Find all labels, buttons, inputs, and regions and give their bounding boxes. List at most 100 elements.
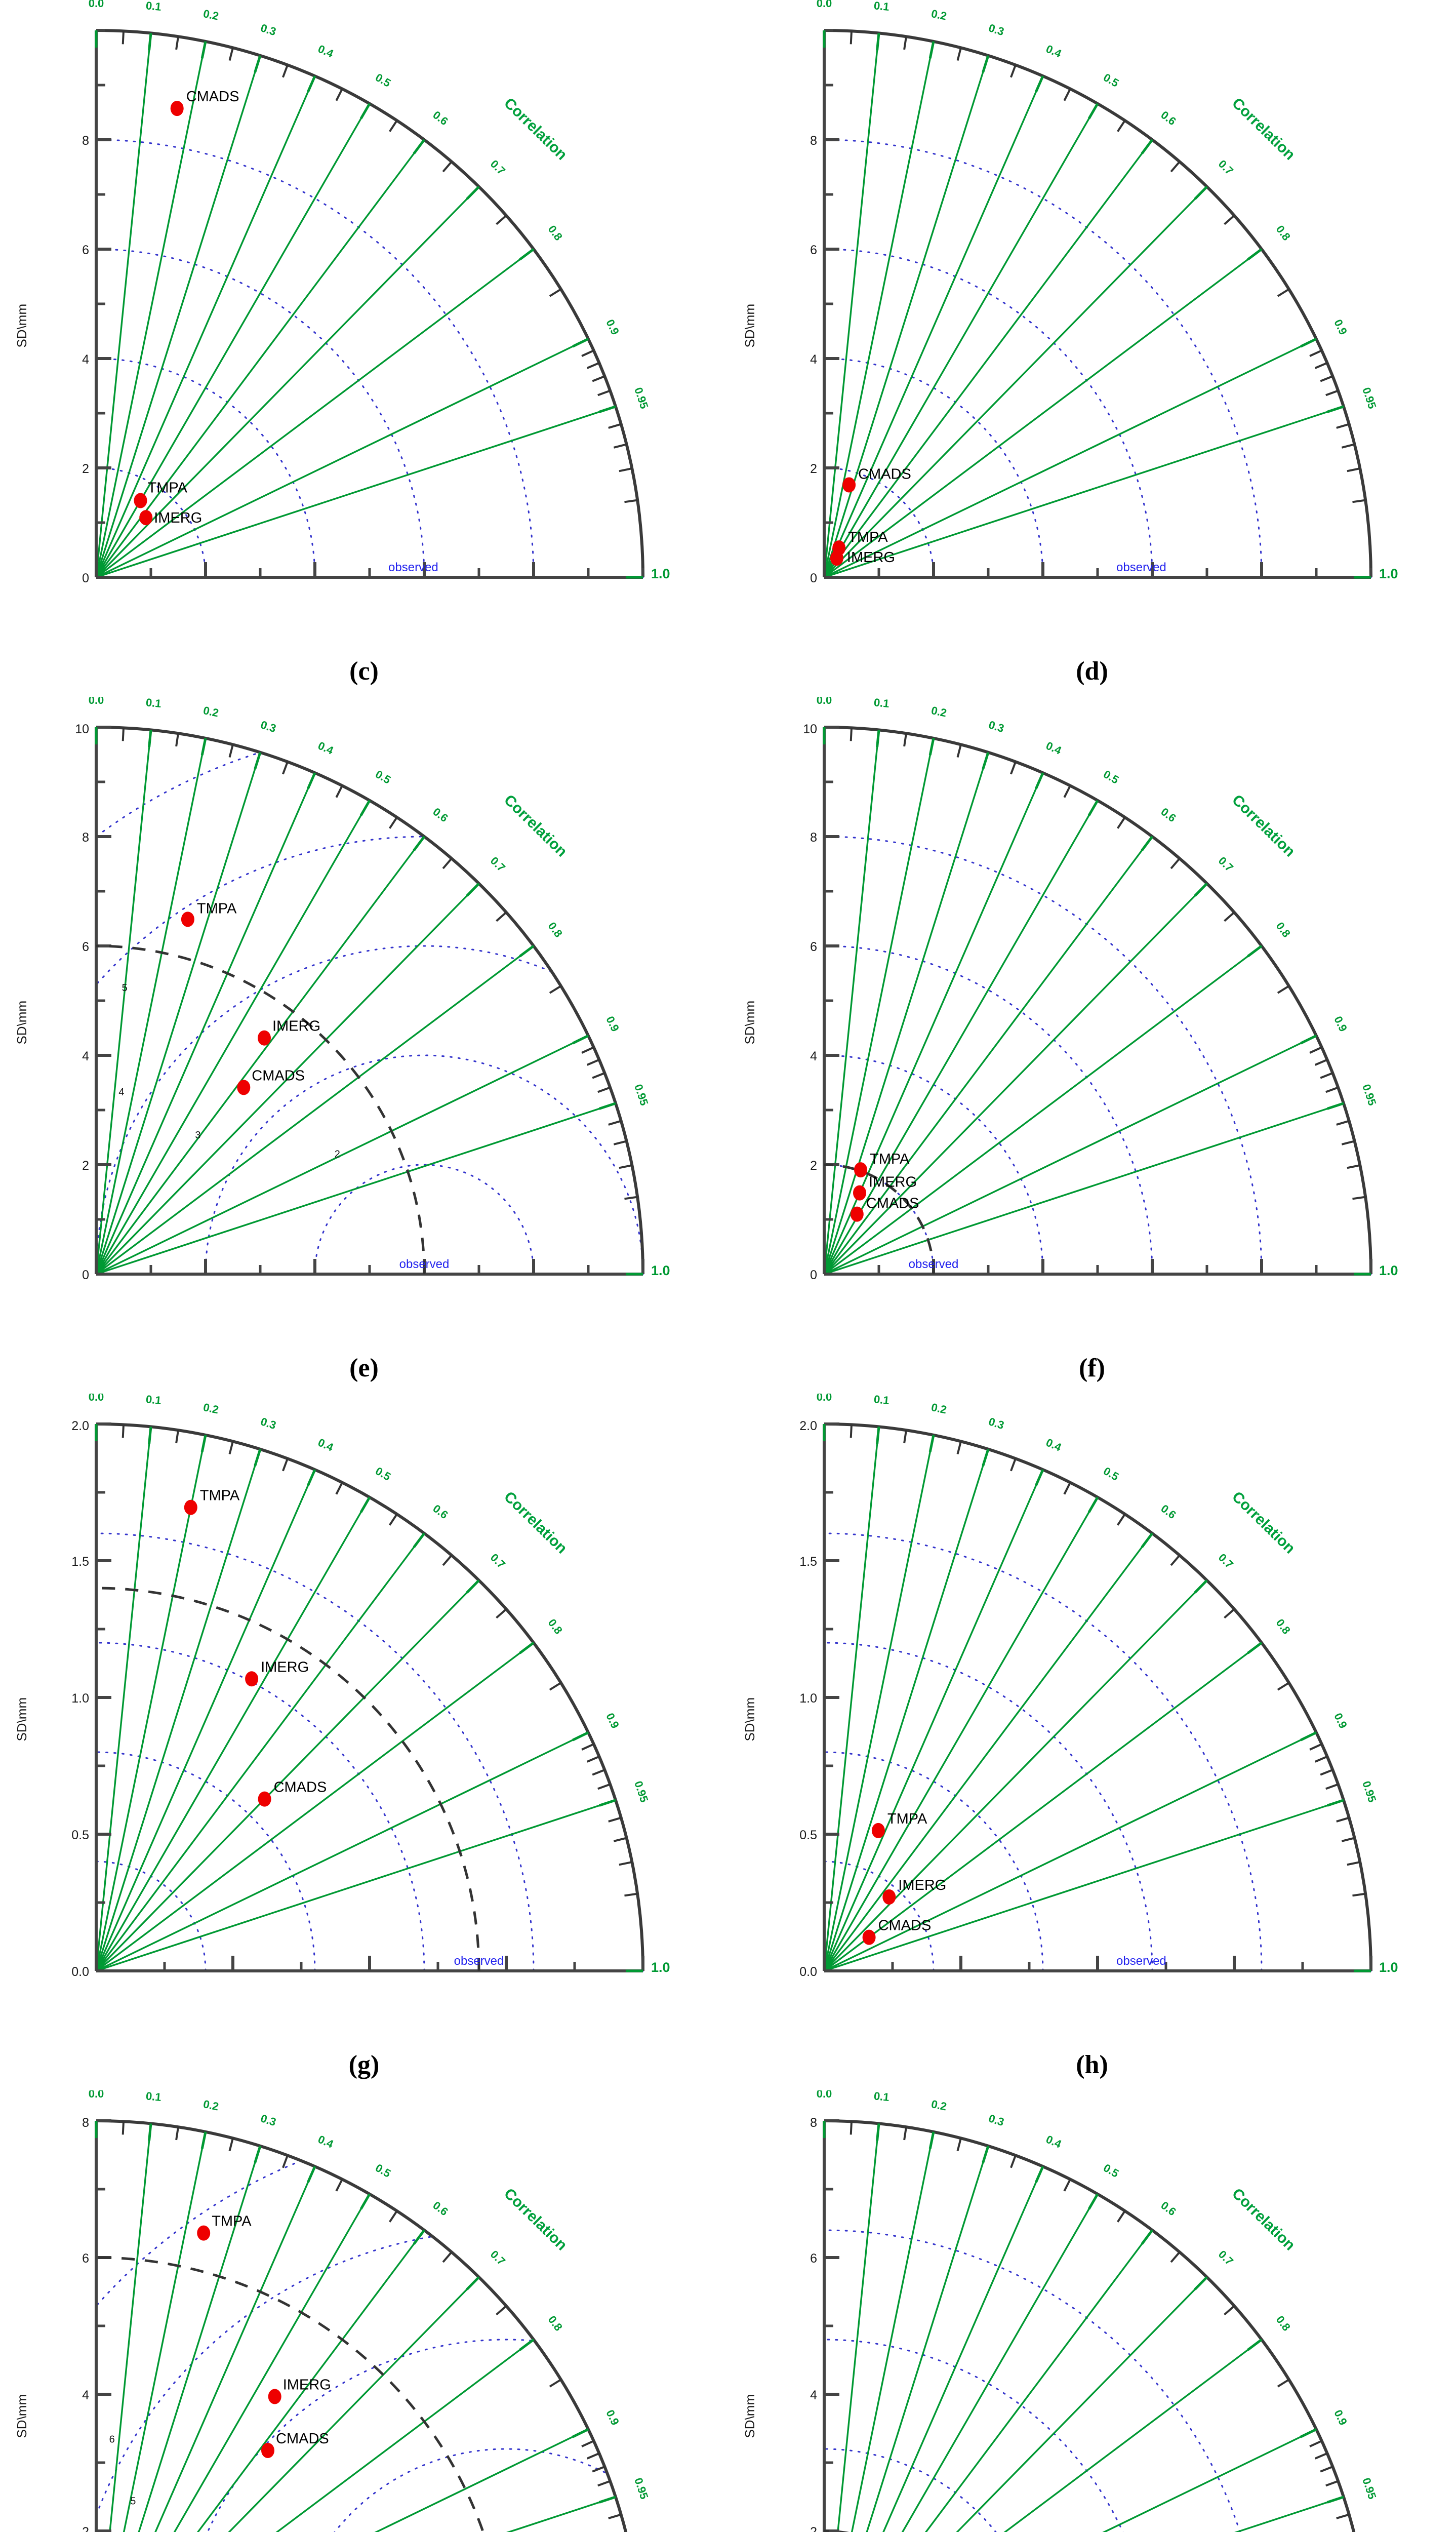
- correlation-minor-tick: [282, 64, 289, 78]
- correlation-minor-tick: [592, 375, 605, 382]
- correlation-tick-label: 0.3: [987, 718, 1006, 735]
- correlation-minor-tick: [1314, 362, 1328, 369]
- correlation-minor-tick: [1309, 2440, 1322, 2447]
- correlation-minor-tick: [335, 1482, 343, 1495]
- correlation-minor-tick: [175, 36, 179, 50]
- correlation-tick-label: 0.6: [1158, 805, 1178, 824]
- correlation-tick: [982, 1448, 990, 1466]
- correlation-tick: [1035, 1469, 1044, 1486]
- correlation-minor-tick: [586, 1058, 600, 1066]
- correlation-ray: [196, 2229, 425, 2532]
- correlation-tick-label: 0.7: [488, 1551, 508, 1571]
- correlation-tick-label: 0.0: [817, 697, 832, 706]
- correlation-minor-tick: [1010, 64, 1017, 78]
- correlation-minor-tick: [228, 2138, 234, 2151]
- data-point[interactable]: CMADS: [850, 1206, 864, 1222]
- correlation-tick: [466, 185, 480, 200]
- data-point[interactable]: CMADS: [261, 2443, 274, 2458]
- correlation-tick-label: 0.1: [145, 2090, 162, 2104]
- data-point[interactable]: TMPA: [134, 493, 147, 508]
- data-point-label: TMPA: [212, 2213, 252, 2230]
- correlation-ray: [95, 883, 480, 1275]
- y-tick-label: 6: [82, 243, 89, 257]
- correlation-tick-label: 0.3: [259, 21, 278, 38]
- rms-contour: [205, 1054, 644, 1275]
- correlation-minor-tick: [1063, 785, 1071, 798]
- correlation-minor-tick: [228, 744, 234, 758]
- correlation-ray: [901, 2193, 1099, 2532]
- correlation-minor-tick: [1320, 2466, 1333, 2473]
- correlation-tick: [1300, 337, 1317, 348]
- correlation-ray: [95, 738, 207, 1275]
- correlation-tick: [598, 405, 616, 413]
- correlation-minor-tick: [1224, 912, 1235, 922]
- correlation-ray: [824, 338, 1317, 578]
- data-point[interactable]: IMERG: [268, 2389, 281, 2404]
- y-tick-label: 4: [810, 352, 817, 367]
- correlation-tick: [413, 2229, 425, 2245]
- correlation-ray: [824, 406, 1344, 578]
- y-tick-label: 8: [82, 830, 89, 845]
- data-point[interactable]: TMPA: [181, 912, 194, 927]
- correlation-ray: [823, 836, 1153, 1275]
- correlation-minor-tick: [1309, 349, 1322, 357]
- correlation-ray: [95, 1579, 480, 1972]
- correlation-tick-label: 0.6: [430, 108, 450, 128]
- correlation-tick-label: 0.2: [930, 2098, 948, 2113]
- correlation-tick: [876, 1427, 880, 1444]
- data-point[interactable]: CMADS: [237, 1080, 251, 1095]
- data-point[interactable]: TMPA: [871, 1823, 885, 1838]
- correlation-tick-label: 0.2: [930, 1401, 948, 1416]
- correlation-axis-title: Correlation: [1229, 1488, 1298, 1557]
- data-point[interactable]: IMERG: [830, 550, 843, 566]
- correlation-minor-tick: [1336, 2513, 1350, 2519]
- panel-f: 0 2 4 6 8 10 0.0 0.1 0.2 0.3 0.4 0.5 0.6 0.7 0.8 0.9 0.9…: [728, 697, 1456, 1381]
- taylor-diagram-g: 0.0 0.5 1.0 1.5 2.0 0.0 0.1 0.2 0.3 0.4 0.5 0.6 0.7 0…: [14, 1394, 670, 1979]
- correlation-minor-tick: [335, 785, 343, 798]
- correlation-tick: [572, 1731, 589, 1742]
- correlation-minor-tick: [1347, 467, 1360, 472]
- data-point[interactable]: TMPA: [197, 2225, 211, 2241]
- correlation-tick: [1326, 405, 1344, 413]
- data-point[interactable]: IMERG: [245, 1671, 259, 1687]
- panel-caption: (c): [349, 657, 379, 686]
- correlation-axis-title: Correlation: [501, 1488, 570, 1557]
- y-tick-label: 2: [810, 2525, 817, 2532]
- outer-arc: [824, 29, 1372, 578]
- correlation-minor-tick: [903, 36, 907, 50]
- y-tick-label: 0.5: [799, 1828, 817, 1842]
- correlation-ray: [95, 1435, 207, 1971]
- y-tick-label-top: 8: [810, 2116, 817, 2130]
- correlation-minor-tick: [496, 912, 507, 922]
- correlation-tick-label: 0.2: [202, 7, 220, 23]
- data-point[interactable]: CMADS: [170, 101, 184, 116]
- data-point[interactable]: CMADS: [258, 1791, 271, 1807]
- correlation-ray: [96, 1731, 589, 1972]
- data-point[interactable]: CMADS: [842, 477, 856, 493]
- correlation-tick-label: 0.3: [987, 1415, 1006, 1432]
- correlation-tick: [1326, 1799, 1344, 1807]
- correlation-minor-tick: [1277, 1682, 1290, 1691]
- correlation-ray: [823, 1579, 1208, 1972]
- correlation-minor-tick: [624, 499, 638, 503]
- correlation-tick-label: 0.6: [1158, 108, 1178, 128]
- correlation-minor-tick: [613, 1140, 627, 1145]
- correlation-minor-tick: [581, 1743, 594, 1751]
- data-point[interactable]: IMERG: [853, 1185, 866, 1201]
- correlation-tick: [598, 2496, 616, 2504]
- correlation-minor-tick: [549, 1682, 562, 1691]
- data-point[interactable]: TMPA: [184, 1499, 197, 1515]
- data-point[interactable]: TMPA: [854, 1162, 867, 1178]
- outer-arc: [824, 726, 1372, 1275]
- correlation-minor-tick: [624, 1892, 638, 1897]
- correlation-ray: [95, 1532, 425, 1972]
- data-point[interactable]: CMADS: [862, 1929, 876, 1945]
- data-point[interactable]: IMERG: [139, 510, 153, 526]
- correlation-ray: [96, 1799, 616, 1972]
- correlation-minor-tick: [613, 1837, 627, 1842]
- correlation-ray: [1102, 2428, 1317, 2532]
- correlation-minor-tick: [1314, 1755, 1328, 1763]
- data-point[interactable]: IMERG: [882, 1889, 896, 1905]
- correlation-tick-label: 0.5: [1101, 71, 1121, 90]
- data-point[interactable]: IMERG: [258, 1030, 271, 1046]
